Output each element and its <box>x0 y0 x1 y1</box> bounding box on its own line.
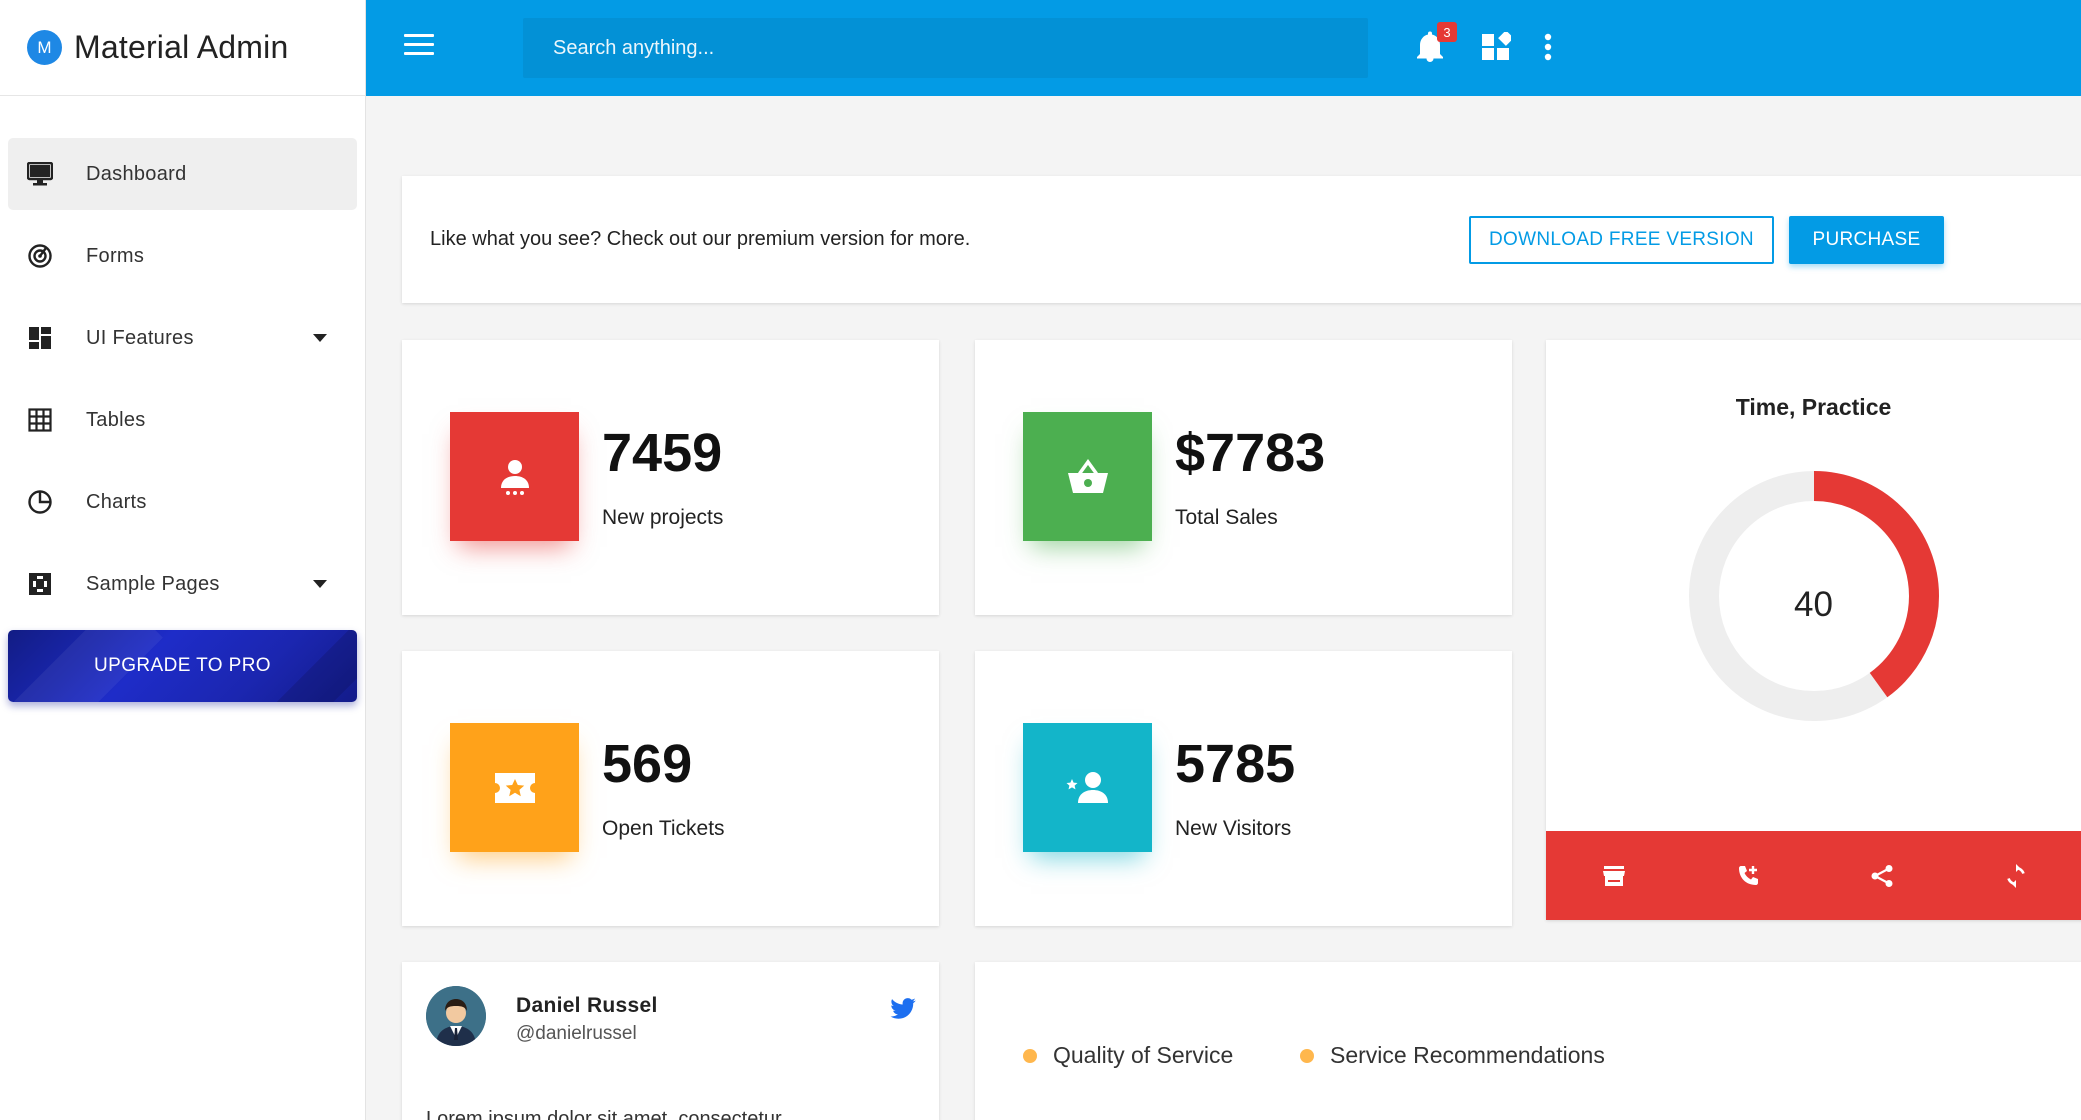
avatar[interactable] <box>426 986 486 1046</box>
chevron-down-icon[interactable] <box>313 334 327 342</box>
brand-logo: M <box>27 30 62 65</box>
sidebar-item-forms[interactable]: Forms <box>8 220 357 292</box>
top-bar: 3 <box>366 0 2081 96</box>
purchase-button[interactable]: PURCHASE <box>1789 216 1944 264</box>
legend-item[interactable]: Quality of Service <box>1023 1042 1233 1069</box>
sidebar-item-label: UI Features <box>86 326 194 349</box>
widgets-icon <box>1482 32 1511 60</box>
stat-card-open-tickets: 569 Open Tickets <box>402 651 939 926</box>
store-icon[interactable] <box>1599 861 1629 891</box>
sidebar-item-ui-features[interactable]: UI Features <box>8 302 357 374</box>
stat-value: 7459 <box>602 423 723 483</box>
gauge-value: 40 <box>1794 585 1833 624</box>
sidebar-item-charts[interactable]: Charts <box>8 466 357 538</box>
stat-label: New projects <box>602 506 724 529</box>
dashboard-grid-icon <box>26 324 54 352</box>
person-icon <box>450 412 579 541</box>
gauge-action-bar <box>1546 831 2081 920</box>
sidebar-item-tables[interactable]: Tables <box>8 384 357 456</box>
gauge-value-arc <box>1689 471 1939 721</box>
sidebar: M Material Admin Dashboard Forms UI Feat… <box>0 0 366 1120</box>
sidebar-item-label: Forms <box>86 244 145 267</box>
profile-name: Daniel Russel <box>516 994 658 1017</box>
gauge-title: Time, Practice <box>1735 394 1892 420</box>
more-options-button[interactable] <box>1531 30 1565 64</box>
sidebar-nav: Dashboard Forms UI Features Tables Ch <box>0 96 365 620</box>
stat-value: 569 <box>602 734 693 794</box>
widgets-icon <box>26 570 54 598</box>
stat-value: $7783 <box>1175 423 1326 483</box>
sidebar-item-label: Sample Pages <box>86 572 220 595</box>
legend-label: Service Recommendations <box>1330 1042 1605 1068</box>
stat-label: Open Tickets <box>602 817 725 840</box>
main-content: Like what you see? Check out our premium… <box>366 96 2081 1120</box>
sidebar-item-label: Dashboard <box>86 162 187 185</box>
bell-icon <box>1417 31 1443 62</box>
more-vertical-icon <box>1544 33 1552 61</box>
legend-dot <box>1300 1048 1314 1063</box>
stat-label: New Visitors <box>1175 817 1292 840</box>
refresh-icon[interactable] <box>2001 861 2031 891</box>
phone-add-icon[interactable] <box>1733 861 1763 891</box>
share-icon[interactable] <box>1867 861 1897 891</box>
download-free-button[interactable]: DOWNLOAD FREE VERSION <box>1469 216 1774 264</box>
brand-name: Material Admin <box>74 29 289 65</box>
apps-button[interactable] <box>1479 30 1513 64</box>
stat-card-total-sales: $7783 Total Sales <box>975 340 1512 615</box>
brand[interactable]: M Material Admin <box>0 0 365 96</box>
chevron-down-icon[interactable] <box>313 580 327 588</box>
stat-card-new-visitors: 5785 New Visitors <box>975 651 1512 926</box>
sidebar-item-label: Tables <box>86 408 146 431</box>
pie-chart-icon <box>26 488 54 516</box>
basket-icon <box>1023 412 1152 541</box>
target-icon <box>26 242 54 270</box>
person-star-icon <box>1023 723 1152 852</box>
legend-item[interactable]: Service Recommendations <box>1300 1042 1605 1069</box>
hamburger-menu-icon[interactable] <box>404 34 434 58</box>
upgrade-button[interactable]: UPGRADE TO PRO <box>8 630 357 702</box>
grid-icon <box>26 406 54 434</box>
notifications-button[interactable]: 3 <box>1413 22 1457 64</box>
stat-label: Total Sales <box>1175 506 1278 529</box>
profile-handle: @danielrussel <box>516 1023 637 1044</box>
search-bar[interactable] <box>523 18 1368 78</box>
promo-banner: Like what you see? Check out our premium… <box>402 176 2081 303</box>
notification-badge: 3 <box>1437 22 1457 42</box>
stat-card-new-projects: 7459 New projects <box>402 340 939 615</box>
profile-card: Daniel Russel @danielrussel Lorem ipsum … <box>402 962 939 1120</box>
stat-value: 5785 <box>1175 734 1296 794</box>
sidebar-item-sample-pages[interactable]: Sample Pages <box>8 548 357 620</box>
monitor-icon <box>26 160 54 188</box>
sidebar-item-label: Charts <box>86 490 147 513</box>
gauge-chart <box>1689 471 1939 721</box>
gauge-card: Time, Practice 40 <box>1546 340 2081 920</box>
ticket-icon <box>450 723 579 852</box>
legend-label: Quality of Service <box>1053 1042 1234 1068</box>
profile-text: Lorem ipsum dolor sit amet, consectetur <box>426 1108 782 1120</box>
search-input[interactable] <box>553 36 1368 60</box>
chart-legend-card: Quality of Service Service Recommendatio… <box>975 962 2081 1120</box>
sidebar-item-dashboard[interactable]: Dashboard <box>8 138 357 210</box>
promo-text: Like what you see? Check out our premium… <box>430 228 971 250</box>
twitter-icon[interactable] <box>890 998 916 1025</box>
legend-dot <box>1023 1048 1037 1063</box>
